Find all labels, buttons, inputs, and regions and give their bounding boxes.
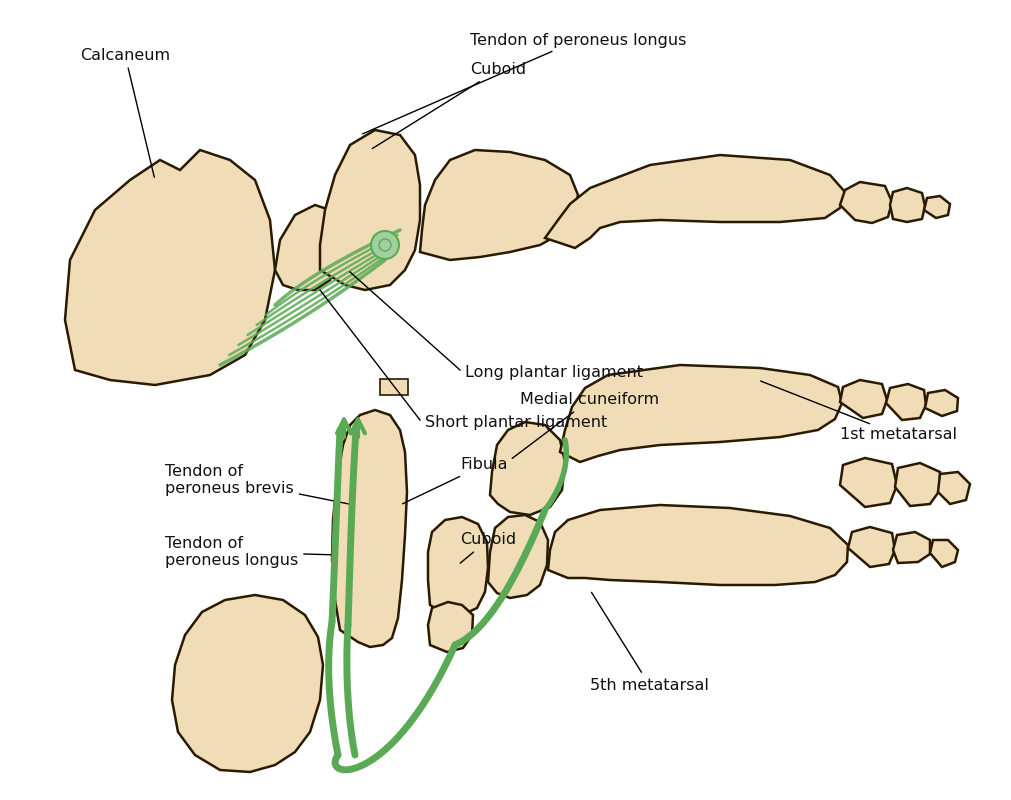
Text: Tendon of
peroneus longus: Tendon of peroneus longus xyxy=(165,536,337,568)
Polygon shape xyxy=(332,410,406,647)
Polygon shape xyxy=(929,540,957,567)
Text: Long plantar ligament: Long plantar ligament xyxy=(464,366,642,381)
Polygon shape xyxy=(937,472,969,504)
Polygon shape xyxy=(923,196,949,218)
Polygon shape xyxy=(319,130,420,290)
Text: Short plantar ligament: Short plantar ligament xyxy=(425,415,607,430)
Polygon shape xyxy=(892,532,929,563)
Text: Cuboid: Cuboid xyxy=(460,533,516,563)
Polygon shape xyxy=(924,390,957,416)
Text: Calcaneum: Calcaneum xyxy=(80,47,170,178)
Polygon shape xyxy=(489,422,564,515)
Polygon shape xyxy=(839,458,896,507)
Text: Tendon of peroneus longus: Tendon of peroneus longus xyxy=(362,33,685,134)
Polygon shape xyxy=(894,463,939,506)
Polygon shape xyxy=(487,515,548,598)
Circle shape xyxy=(371,231,398,259)
Text: 1st metatarsal: 1st metatarsal xyxy=(760,381,956,442)
Polygon shape xyxy=(545,155,844,248)
Polygon shape xyxy=(275,205,340,290)
Text: Fibula: Fibula xyxy=(402,458,507,504)
Text: 5th metatarsal: 5th metatarsal xyxy=(589,592,708,693)
Polygon shape xyxy=(889,188,924,222)
Polygon shape xyxy=(559,365,841,462)
Polygon shape xyxy=(548,505,847,585)
Text: Cuboid: Cuboid xyxy=(372,62,526,149)
Polygon shape xyxy=(885,384,925,420)
Polygon shape xyxy=(420,150,577,260)
Polygon shape xyxy=(839,380,886,418)
Polygon shape xyxy=(847,527,894,567)
Polygon shape xyxy=(428,517,487,615)
Polygon shape xyxy=(839,182,891,223)
Polygon shape xyxy=(172,595,323,772)
Polygon shape xyxy=(428,602,472,652)
Text: Medial cuneiform: Medial cuneiform xyxy=(512,393,658,458)
Polygon shape xyxy=(65,150,275,385)
Text: Tendon of
peroneus brevis: Tendon of peroneus brevis xyxy=(165,464,351,505)
FancyBboxPatch shape xyxy=(379,379,407,395)
